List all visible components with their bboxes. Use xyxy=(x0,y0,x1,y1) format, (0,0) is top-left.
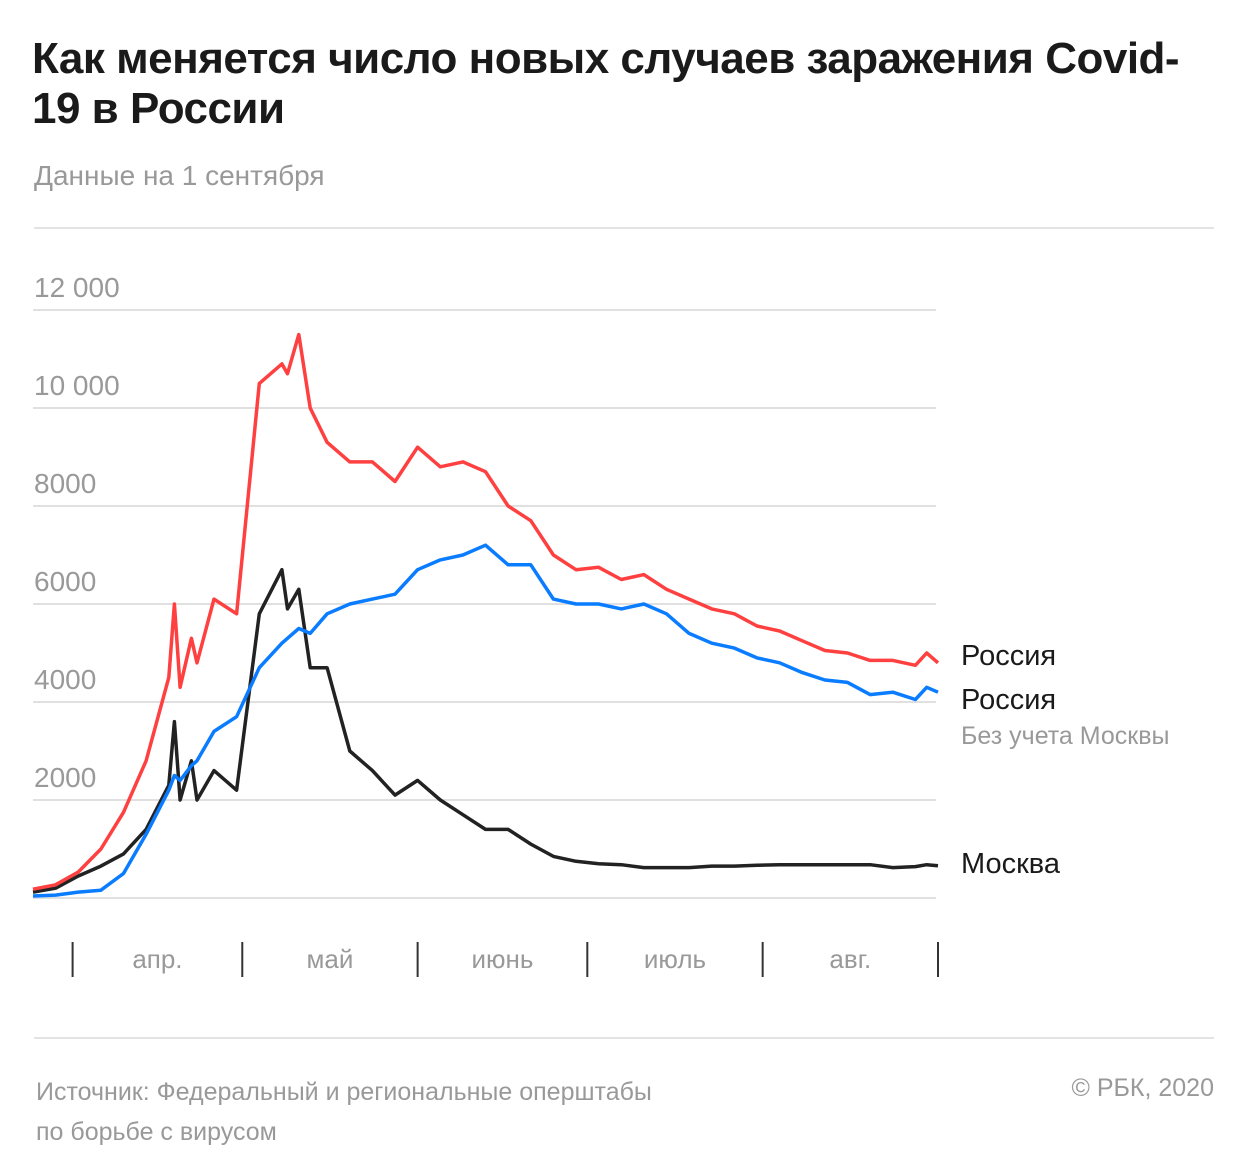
gridlines xyxy=(33,309,936,899)
x-month-label: авг. xyxy=(829,944,871,974)
series-label-moscow: Москва xyxy=(961,848,1061,880)
chart-subtitle: Данные на 1 сентября xyxy=(34,160,325,191)
source-line-2: по борьбе с вирусом xyxy=(36,1118,277,1146)
series-line-russia-excl-moscow xyxy=(32,543,939,898)
source-note: Источник: Федеральный и региональные опе… xyxy=(36,1072,652,1152)
top-divider xyxy=(34,227,1214,229)
y-tick-label: 2000 xyxy=(34,762,96,793)
y-tick-label: 8000 xyxy=(34,468,96,499)
y-tick-label: 10 000 xyxy=(34,370,120,401)
x-month-label: июнь xyxy=(472,944,534,974)
y-axis-tick-labels: 2000 4000 6000 8000 10 000 12 000 xyxy=(34,272,120,793)
line-chart: 2000 4000 6000 8000 10 000 12 000 апр. май июнь… xyxy=(32,272,940,977)
series-sublabel-excl-moscow: Без учета Москвы xyxy=(961,722,1170,750)
series-label-russia-excl-moscow: Россия xyxy=(961,684,1057,716)
chart-title: Как меняется число новых случаев заражен… xyxy=(32,34,1180,133)
series-line-russia xyxy=(32,332,940,891)
series-label-russia: Россия xyxy=(961,640,1057,672)
series-lines xyxy=(32,332,940,898)
x-axis: апр. май июнь июль авг. xyxy=(71,942,939,977)
bottom-divider xyxy=(34,1037,1214,1039)
x-month-label: июль xyxy=(644,944,706,974)
series-line-moscow xyxy=(32,567,939,894)
y-tick-label: 6000 xyxy=(34,566,96,597)
x-month-label: май xyxy=(307,944,354,974)
y-tick-label: 12 000 xyxy=(34,272,120,303)
copyright: © РБК, 2020 xyxy=(1071,1074,1214,1102)
source-line-1: Источник: Федеральный и региональные опе… xyxy=(36,1078,652,1106)
y-tick-label: 4000 xyxy=(34,664,96,695)
x-month-label: апр. xyxy=(132,944,182,974)
